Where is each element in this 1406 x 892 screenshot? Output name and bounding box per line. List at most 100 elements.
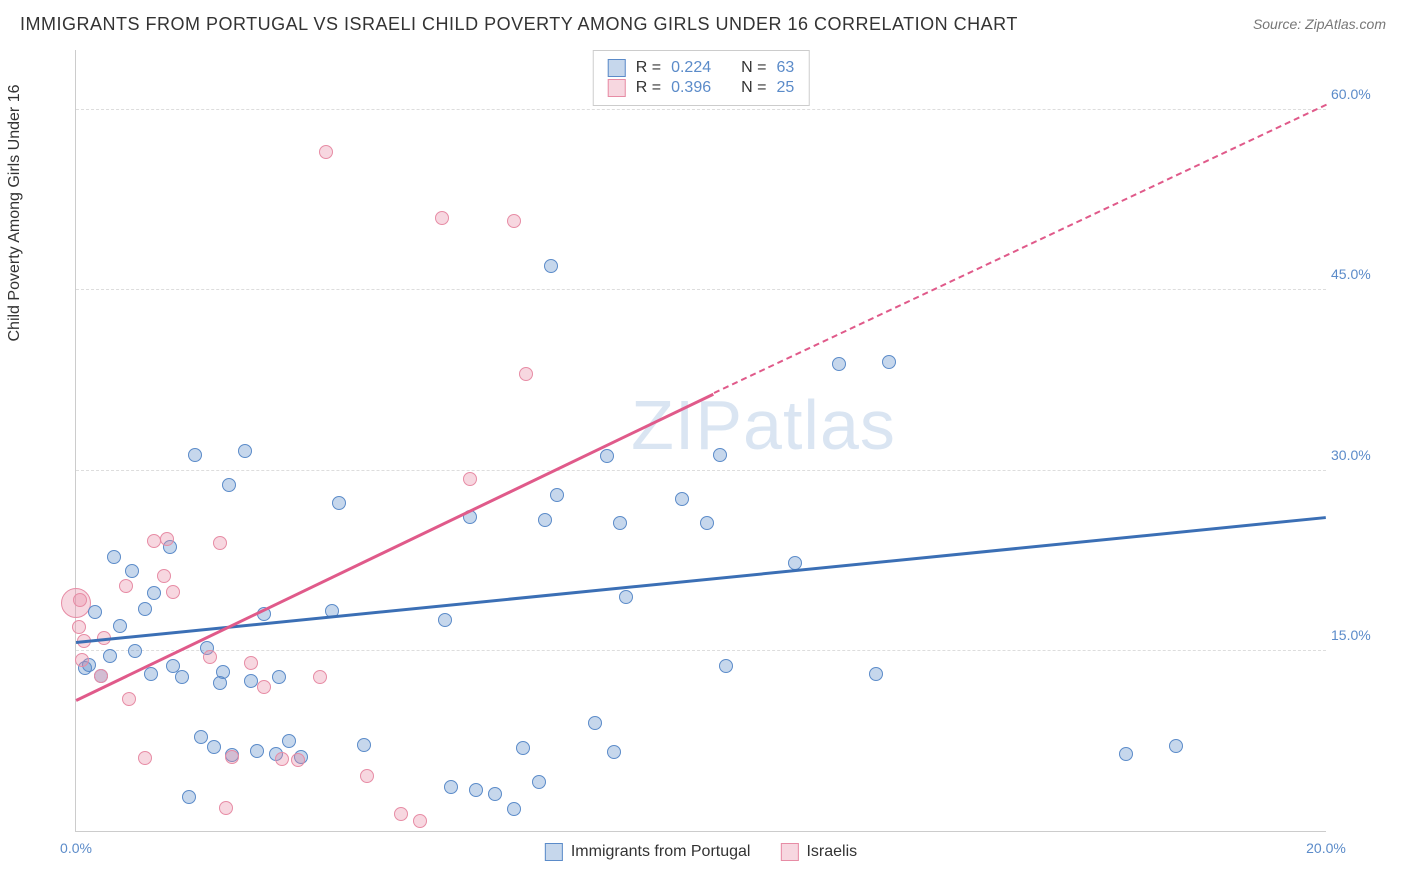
legend-r-label: R =: [636, 79, 661, 97]
legend-series: Immigrants from Portugal Israelis: [545, 843, 857, 861]
scatter-point: [222, 478, 236, 492]
chart-header: IMMIGRANTS FROM PORTUGAL VS ISRAELI CHIL…: [0, 0, 1406, 40]
scatter-point: [219, 801, 233, 815]
grid-line: [76, 109, 1326, 110]
scatter-point: [128, 644, 142, 658]
legend-r-value: 0.224: [671, 59, 711, 77]
y-tick-label: 15.0%: [1331, 627, 1381, 643]
y-axis-label: Child Poverty Among Girls Under 16: [6, 85, 24, 342]
scatter-point: [157, 569, 171, 583]
scatter-point: [125, 564, 139, 578]
scatter-point: [138, 751, 152, 765]
legend-r-label: R =: [636, 59, 661, 77]
scatter-point: [882, 355, 896, 369]
scatter-point: [213, 536, 227, 550]
legend-swatch: [608, 59, 626, 77]
scatter-point: [719, 659, 733, 673]
scatter-point: [194, 730, 208, 744]
legend-n-label: N =: [741, 59, 766, 77]
scatter-point: [607, 745, 621, 759]
scatter-point: [516, 741, 530, 755]
scatter-point: [94, 669, 108, 683]
scatter-point: [550, 488, 564, 502]
scatter-point: [122, 692, 136, 706]
scatter-point: [1119, 747, 1133, 761]
y-tick-label: 30.0%: [1331, 447, 1381, 463]
scatter-point: [332, 496, 346, 510]
scatter-point: [175, 670, 189, 684]
legend-item: Israelis: [780, 843, 857, 861]
scatter-point: [188, 448, 202, 462]
scatter-point: [832, 357, 846, 371]
scatter-point: [144, 667, 158, 681]
scatter-point: [463, 472, 477, 486]
scatter-point: [360, 769, 374, 783]
scatter-point: [319, 145, 333, 159]
source-label: Source: ZipAtlas.com: [1253, 16, 1386, 32]
scatter-point: [413, 814, 427, 828]
scatter-point: [166, 585, 180, 599]
scatter-point: [538, 513, 552, 527]
legend-row: R = 0.224 N = 63: [608, 59, 795, 77]
scatter-point: [107, 550, 121, 564]
legend-label: Immigrants from Portugal: [571, 843, 751, 861]
legend-swatch: [780, 843, 798, 861]
scatter-point: [313, 670, 327, 684]
scatter-point: [544, 259, 558, 273]
scatter-point: [119, 579, 133, 593]
scatter-point: [160, 532, 174, 546]
scatter-point: [272, 670, 286, 684]
scatter-point: [675, 492, 689, 506]
legend-n-value: 63: [776, 59, 794, 77]
scatter-point: [250, 744, 264, 758]
scatter-point: [469, 783, 483, 797]
scatter-point: [147, 586, 161, 600]
scatter-point: [600, 449, 614, 463]
grid-line: [76, 470, 1326, 471]
watermark: ZIPatlas: [631, 385, 896, 465]
scatter-point: [519, 367, 533, 381]
legend-correlation: R = 0.224 N = 63 R = 0.396 N = 25: [593, 50, 810, 106]
scatter-point: [73, 593, 87, 607]
trend-line: [76, 516, 1326, 643]
scatter-point: [72, 620, 86, 634]
x-tick-label: 0.0%: [60, 840, 92, 856]
scatter-point: [488, 787, 502, 801]
grid-line: [76, 650, 1326, 651]
scatter-point: [713, 448, 727, 462]
scatter-point: [613, 516, 627, 530]
scatter-point: [394, 807, 408, 821]
legend-r-value: 0.396: [671, 79, 711, 97]
legend-item: Immigrants from Portugal: [545, 843, 751, 861]
plot-area: ZIPatlas R =0.224N =63R =0.396N =25 Immi…: [75, 50, 1326, 832]
legend-n-value: 25: [776, 79, 794, 97]
y-tick-label: 60.0%: [1331, 86, 1381, 102]
scatter-point: [216, 665, 230, 679]
scatter-point: [588, 716, 602, 730]
scatter-point: [291, 753, 305, 767]
scatter-point: [275, 752, 289, 766]
scatter-point: [225, 750, 239, 764]
scatter-point: [869, 667, 883, 681]
legend-label: Israelis: [806, 843, 857, 861]
chart-title: IMMIGRANTS FROM PORTUGAL VS ISRAELI CHIL…: [20, 14, 1018, 35]
scatter-point: [244, 656, 258, 670]
legend-n-label: N =: [741, 79, 766, 97]
scatter-point: [532, 775, 546, 789]
scatter-point: [700, 516, 714, 530]
scatter-point: [138, 602, 152, 616]
legend-swatch: [608, 79, 626, 97]
scatter-point: [357, 738, 371, 752]
chart-container: Child Poverty Among Girls Under 16 ZIPat…: [20, 40, 1386, 882]
x-tick-label: 20.0%: [1306, 840, 1346, 856]
scatter-point: [203, 650, 217, 664]
scatter-point: [438, 613, 452, 627]
trend-line: [713, 104, 1326, 394]
scatter-point: [113, 619, 127, 633]
scatter-point: [207, 740, 221, 754]
scatter-point: [282, 734, 296, 748]
scatter-point: [435, 211, 449, 225]
scatter-point: [75, 653, 89, 667]
scatter-point: [238, 444, 252, 458]
scatter-point: [1169, 739, 1183, 753]
